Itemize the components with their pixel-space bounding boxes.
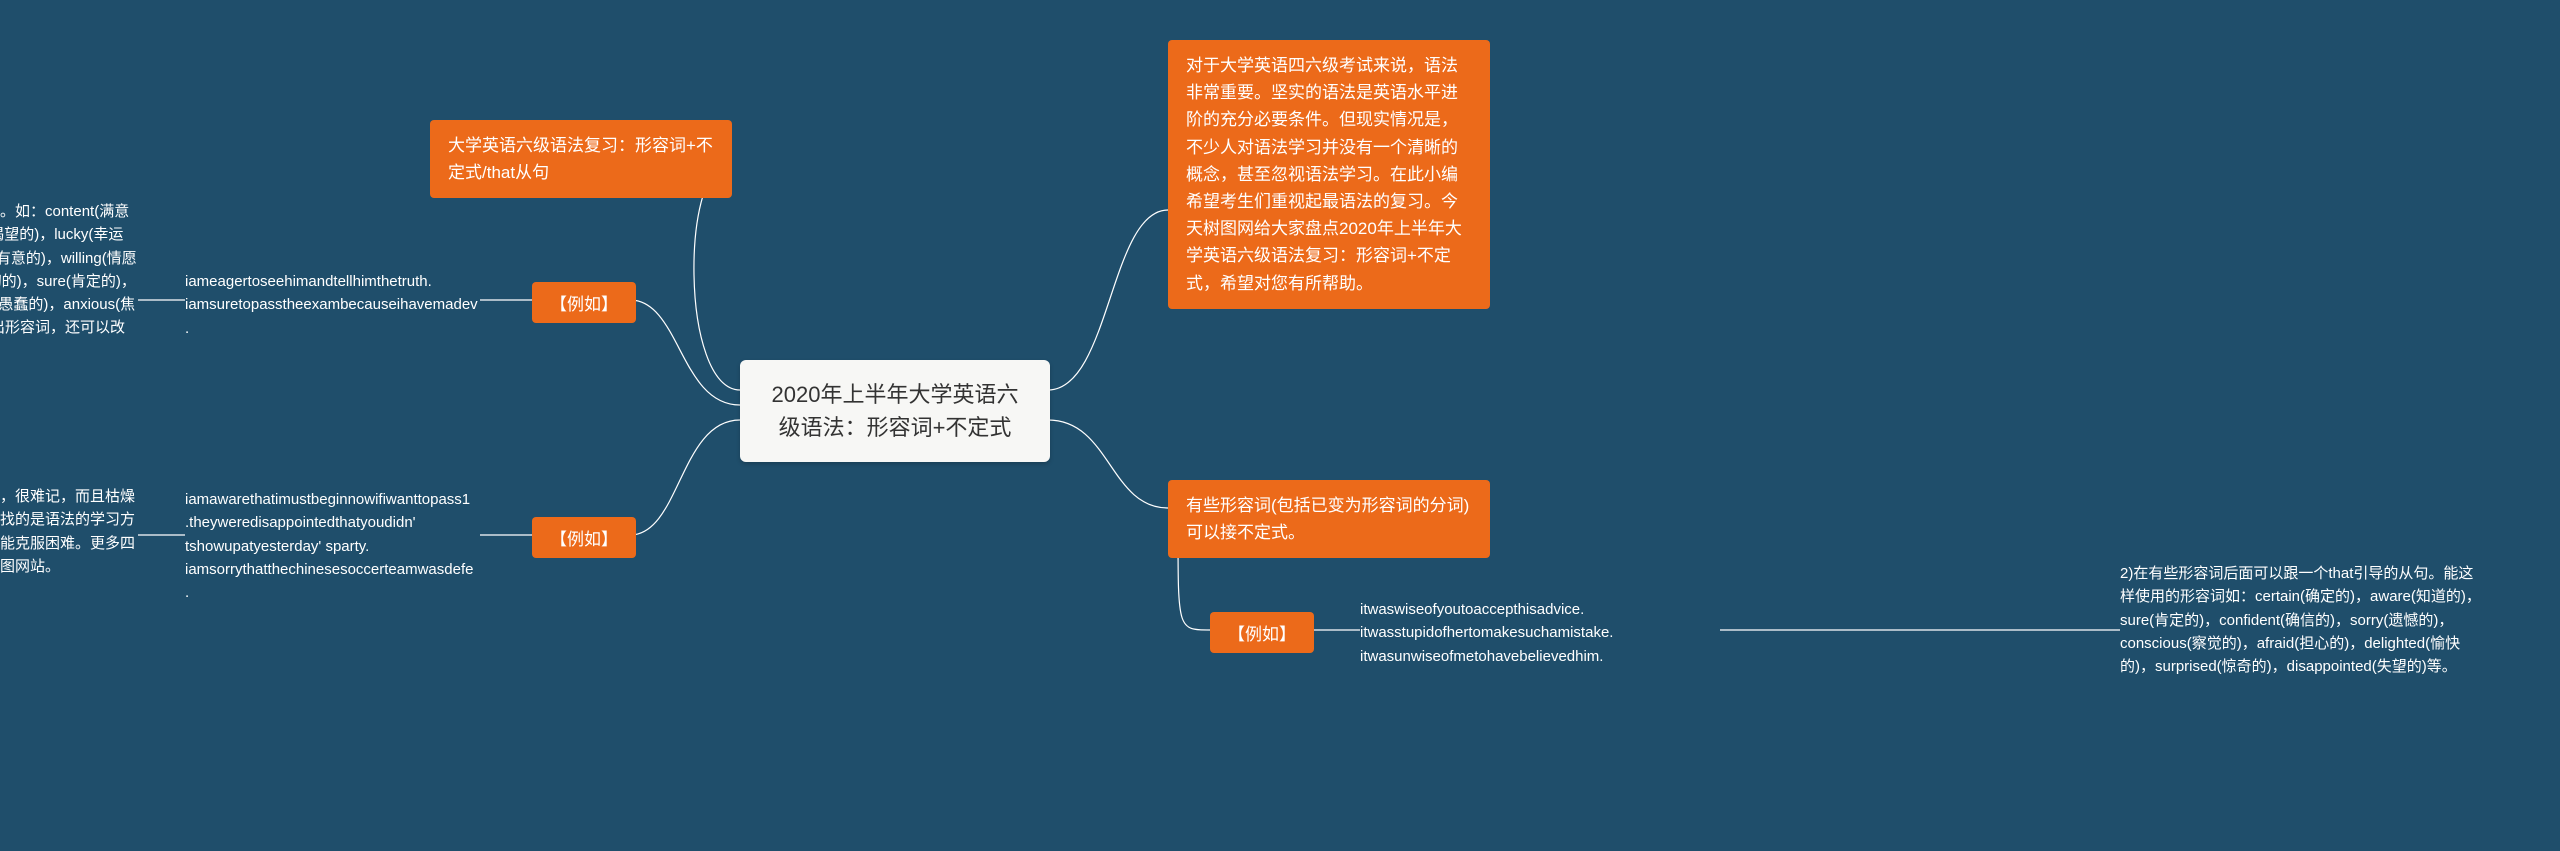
- right-example-label-text: 【例如】: [1228, 625, 1296, 644]
- center-title: 2020年上半年大学英语六级语法：形容词+不定式: [772, 382, 1019, 440]
- right-example-label: 【例如】: [1210, 612, 1314, 653]
- left-example1-label-text: 【例如】: [550, 295, 618, 314]
- left-example1-note: 这样用的形容词多是表示感情的。如：content(满意的)，afraid(害怕的…: [0, 200, 138, 363]
- right-intro-node: 对于大学英语四六级考试来说，语法非常重要。坚实的语法是英语水平进阶的充分必要条件…: [1168, 40, 1490, 309]
- left-example2-sentences: iamawarethatimustbeginnowifiwanttopass1 …: [185, 488, 495, 604]
- center-node: 2020年上半年大学英语六级语法：形容词+不定式: [740, 360, 1050, 462]
- left-topic-node: 大学英语六级语法复习：形容词+不定式/that从句: [430, 120, 732, 198]
- left-example1-label: 【例如】: [532, 282, 636, 323]
- right-example-note: 2)在有些形容词后面可以跟一个that引导的从句。能这样使用的形容词如：cert…: [2120, 562, 2488, 678]
- right-intro-text: 对于大学英语四六级考试来说，语法非常重要。坚实的语法是英语水平进阶的充分必要条件…: [1186, 56, 1462, 293]
- left-example2-label: 【例如】: [532, 517, 636, 558]
- right-example-sentences: itwaswiseofyoutoaccepthisadvice. itwasst…: [1360, 598, 1720, 668]
- right-sub-node: 有些形容词(包括已变为形容词的分词)可以接不定式。: [1168, 480, 1490, 558]
- left-topic-text: 大学英语六级语法复习：形容词+不定式/that从句: [448, 136, 713, 182]
- left-example1-sentences: iameagertoseehimandtellhimthetruth. iams…: [185, 270, 495, 340]
- left-example2-note: 语法的学习过程会觉得条目繁多，很难记，而且枯燥无味，这种情况下，学习应该寻找的是…: [0, 485, 138, 578]
- right-sub-text: 有些形容词(包括已变为形容词的分词)可以接不定式。: [1186, 496, 1469, 542]
- left-example2-label-text: 【例如】: [550, 530, 618, 549]
